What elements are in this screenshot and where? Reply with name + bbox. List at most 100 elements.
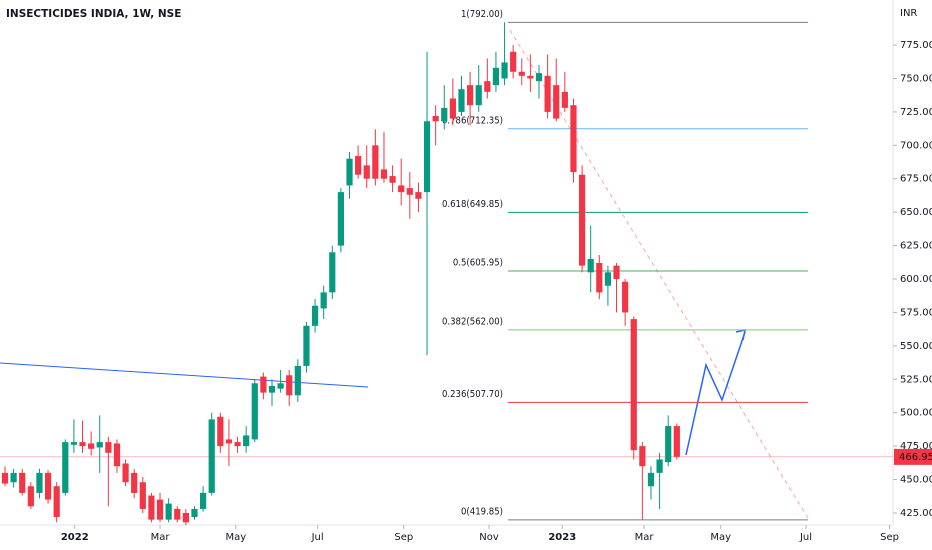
- candle-body: [225, 439, 233, 444]
- candle-body: [484, 81, 491, 92]
- candle-body: [174, 508, 181, 520]
- candle-body: [380, 169, 388, 179]
- x-tick-label: Sep: [880, 532, 899, 543]
- candle-body: [199, 492, 207, 509]
- x-tick-label: Jul: [799, 532, 812, 543]
- candle-body: [243, 435, 250, 447]
- x-tick-label: Jul: [311, 532, 324, 543]
- candle-body: [355, 156, 362, 175]
- candle-body: [372, 145, 379, 179]
- fib-level-label: 0.236(507.70): [442, 389, 503, 400]
- x-tick-label: 2023: [548, 532, 576, 543]
- candle-body: [415, 192, 422, 199]
- candle-body: [139, 482, 146, 509]
- fib-level-label: 0.786(712.35): [442, 115, 503, 126]
- candle-body: [19, 472, 26, 493]
- candle-body: [587, 258, 594, 273]
- candle-body: [527, 75, 534, 79]
- candle-body: [1, 472, 9, 484]
- candle-body: [286, 375, 293, 396]
- y-tick-label: 675.00: [900, 174, 932, 185]
- candle-body: [630, 319, 637, 451]
- candle-body: [466, 85, 474, 106]
- y-tick-label: 725.00: [900, 107, 932, 118]
- trend-line: [0, 362, 369, 388]
- projection-path: [685, 331, 746, 456]
- candle-body: [36, 472, 43, 493]
- candle-body: [234, 442, 241, 447]
- candle-body: [389, 176, 396, 183]
- candle-body: [10, 472, 17, 483]
- x-tick-label: Nov: [479, 532, 499, 543]
- candle-body: [553, 85, 560, 119]
- candle-body: [656, 459, 663, 473]
- fib-level-label: 0(419.85): [461, 506, 503, 517]
- candle-body: [88, 443, 95, 449]
- candle-body: [665, 426, 672, 463]
- y-tick-label: 500.00: [900, 408, 932, 419]
- x-tick-label: Mar: [635, 532, 655, 543]
- x-tick-label: Mar: [151, 532, 171, 543]
- candle-body: [458, 89, 465, 112]
- last-price-label: 466.95: [899, 452, 932, 463]
- candle-body: [647, 472, 655, 487]
- candle-body: [449, 98, 456, 119]
- fib-level-label: 0.618(649.85): [442, 199, 503, 210]
- candle-body: [303, 325, 310, 366]
- candle-body: [251, 383, 258, 440]
- candle-body: [441, 107, 448, 122]
- candle-body: [535, 73, 543, 82]
- candle-body: [398, 185, 405, 193]
- candle-body: [518, 71, 525, 76]
- candle-body: [131, 472, 138, 493]
- candle-body: [208, 419, 215, 493]
- candle-body: [363, 165, 370, 179]
- candle-body: [268, 385, 276, 393]
- currency-label: INR: [900, 8, 917, 19]
- candle-body: [113, 443, 121, 467]
- candle-body: [596, 262, 603, 293]
- candle-body: [105, 442, 112, 453]
- y-tick-label: 425.00: [900, 508, 932, 519]
- candle-body: [432, 115, 439, 122]
- y-tick-label: 750.00: [900, 73, 932, 84]
- candle-body: [510, 51, 517, 72]
- candle-body: [320, 292, 327, 309]
- candle-body: [191, 508, 198, 517]
- candle-body: [570, 105, 577, 173]
- candle-body: [182, 512, 189, 523]
- candle-body: [277, 383, 284, 389]
- fib-level-label: 0.382(562.00): [442, 316, 503, 327]
- candle-body: [492, 67, 500, 86]
- candle-body: [294, 365, 301, 396]
- candle-body: [122, 463, 129, 483]
- candle-body: [406, 188, 413, 195]
- candle-body: [622, 281, 629, 313]
- candle-body: [62, 442, 69, 493]
- candle-body: [475, 85, 482, 106]
- candle-body: [501, 62, 508, 79]
- candle-body: [639, 446, 646, 467]
- candle-body: [673, 426, 680, 457]
- candle-body: [260, 376, 267, 393]
- candle-body: [96, 442, 103, 448]
- candle-body: [70, 442, 77, 445]
- candle-body: [578, 174, 586, 266]
- y-tick-label: 625.00: [900, 241, 932, 252]
- candle-body: [423, 121, 431, 193]
- y-tick-label: 475.00: [900, 441, 932, 452]
- candle-body: [561, 91, 568, 108]
- candle-body: [148, 495, 155, 520]
- fib-level-label: 1(792.00): [461, 9, 503, 20]
- candle-body: [79, 442, 86, 447]
- chart-title: INSECTICIDES INDIA, 1W, NSE: [6, 8, 181, 20]
- candle-body: [604, 272, 612, 286]
- x-tick-label: Sep: [394, 532, 413, 543]
- y-tick-label: 700.00: [900, 140, 932, 151]
- last-price-box: [894, 448, 932, 465]
- candle-body: [27, 486, 34, 507]
- candle-body: [311, 305, 319, 326]
- candle-body: [53, 486, 60, 517]
